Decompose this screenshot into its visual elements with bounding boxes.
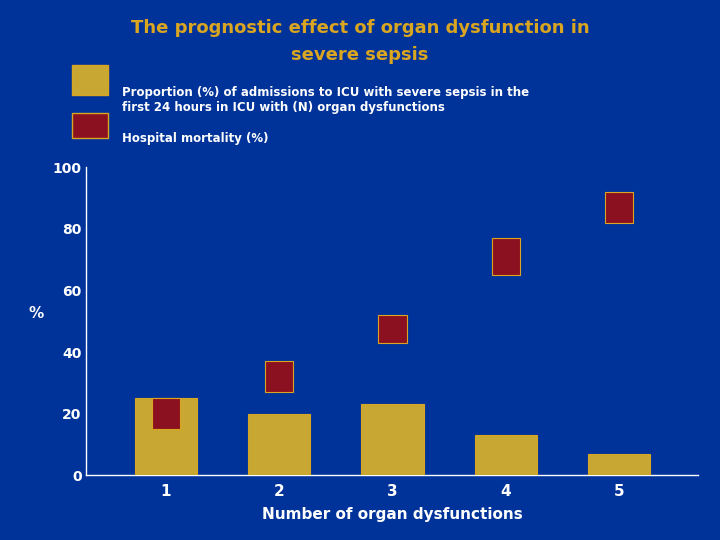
Bar: [378, 315, 407, 343]
Text: Hospital mortality (%): Hospital mortality (%): [122, 132, 269, 145]
Bar: [605, 192, 633, 223]
Bar: [474, 435, 537, 475]
Bar: [265, 361, 293, 392]
Bar: [361, 404, 423, 475]
Bar: [492, 238, 520, 275]
Y-axis label: %: %: [28, 306, 43, 321]
Text: severe sepsis: severe sepsis: [292, 46, 428, 64]
Bar: [248, 414, 310, 475]
Bar: [152, 399, 180, 429]
X-axis label: Number of organ dysfunctions: Number of organ dysfunctions: [262, 507, 523, 522]
Bar: [135, 399, 197, 475]
Text: Proportion (%) of admissions to ICU with severe sepsis in the
first 24 hours in : Proportion (%) of admissions to ICU with…: [122, 86, 529, 114]
Text: The prognostic effect of organ dysfunction in: The prognostic effect of organ dysfuncti…: [131, 19, 589, 37]
Bar: [588, 454, 650, 475]
